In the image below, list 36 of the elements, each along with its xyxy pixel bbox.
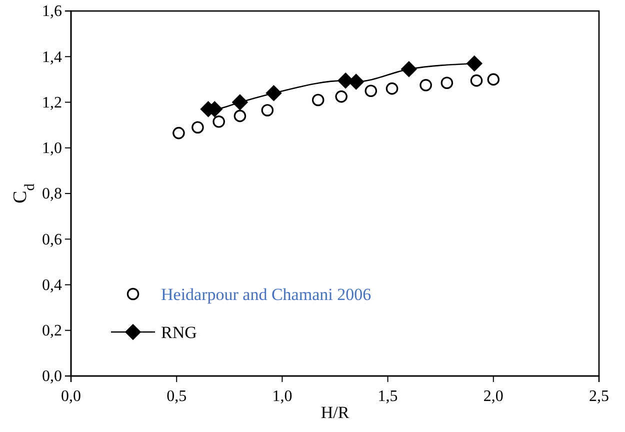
point — [335, 90, 348, 103]
y-tick-label: 1,6 — [42, 3, 62, 20]
y-tick-label: 0,8 — [42, 186, 62, 203]
legend-label: Heidarpour and Chamani 2006 — [161, 285, 372, 304]
point — [364, 84, 378, 97]
y-tick-label: 1,0 — [42, 140, 62, 157]
point — [172, 126, 185, 140]
legend-label: RNG — [161, 323, 197, 342]
point — [401, 61, 417, 78]
point — [192, 121, 204, 134]
point — [212, 116, 225, 128]
y-tick-label: 0,4 — [42, 276, 62, 294]
x-tick-label: 0,0 — [61, 388, 81, 405]
x-tick-label: 1,5 — [378, 388, 398, 405]
y-tick-label: 0,2 — [42, 322, 62, 340]
point — [420, 79, 432, 92]
point — [266, 85, 282, 102]
x-tick-label: 1,0 — [272, 388, 292, 405]
point — [261, 104, 274, 116]
point — [440, 76, 454, 89]
point — [312, 94, 324, 106]
x-tick-label: 2,5 — [589, 388, 609, 405]
point — [470, 74, 483, 87]
point — [466, 56, 482, 72]
y-tick-label: 1,4 — [42, 48, 62, 66]
point — [234, 110, 246, 122]
x-tick-label: 0,5 — [166, 388, 187, 405]
point — [487, 73, 500, 86]
y-tick-label: 0,0 — [42, 368, 62, 386]
point — [386, 82, 398, 95]
point — [348, 74, 364, 90]
point — [232, 94, 248, 110]
x-axis-title: H/R — [320, 403, 350, 422]
x-tick-label: 2,0 — [483, 388, 504, 405]
y-tick-label: 0,6 — [42, 231, 62, 248]
y-tick-label: 1,2 — [42, 94, 62, 112]
